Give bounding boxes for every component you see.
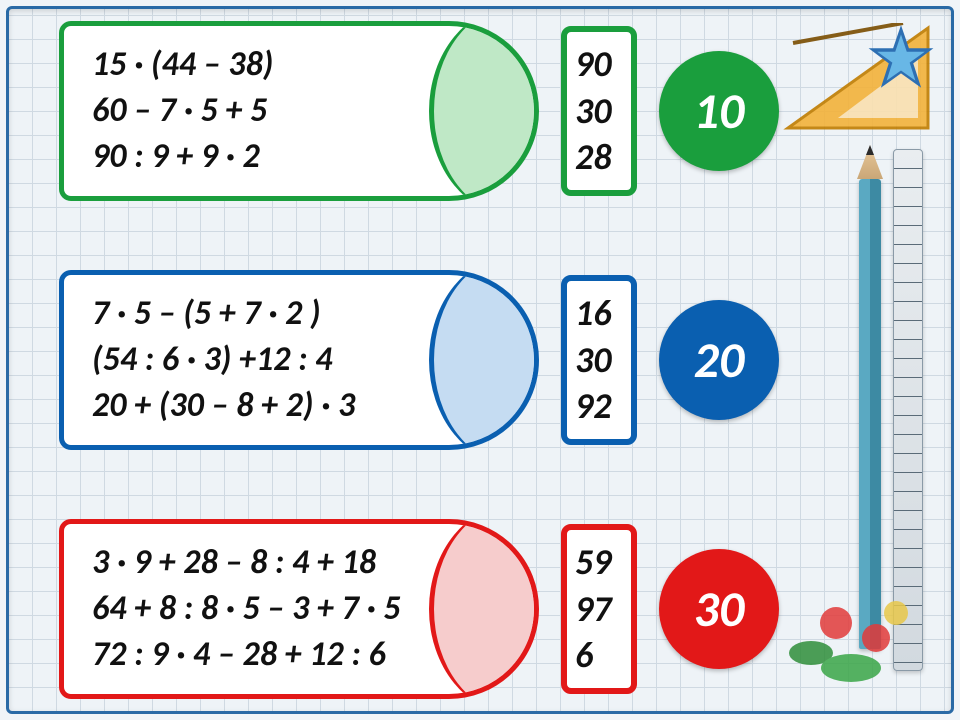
worksheet-content: 15 · (44 – 38) 60 – 7 · 5 + 5 90 : 9 + 9… (59, 21, 781, 699)
equation: 72 : 9 · 4 – 28 + 12 : 6 (92, 632, 506, 678)
equations-card: 3 · 9 + 28 – 8 : 4 + 18 64 + 8 : 8 · 5 –… (59, 519, 539, 699)
problem-row: 7 · 5 – (5 + 7 · 2 ) (54 : 6 · 3) +12 : … (59, 270, 781, 450)
answers-box: 90 30 28 (561, 26, 637, 196)
problem-row: 3 · 9 + 28 – 8 : 4 + 18 64 + 8 : 8 · 5 –… (59, 519, 781, 699)
pencil-decor (859, 179, 881, 649)
score-badge: 30 (659, 549, 779, 669)
answer: 92 (575, 383, 623, 430)
equation: 7 · 5 – (5 + 7 · 2 ) (92, 291, 506, 337)
answers-box: 16 30 92 (561, 275, 637, 445)
equation: 20 + (30 – 8 + 2) · 3 (92, 383, 506, 429)
star-icon (865, 23, 937, 95)
problem-row: 15 · (44 – 38) 60 – 7 · 5 + 5 90 : 9 + 9… (59, 21, 781, 201)
score-badge: 10 (659, 51, 779, 171)
equation: 60 – 7 · 5 + 5 (92, 88, 506, 134)
equations-card: 15 · (44 – 38) 60 – 7 · 5 + 5 90 : 9 + 9… (59, 21, 539, 201)
equation: 64 + 8 : 8 · 5 – 3 + 7 · 5 (92, 586, 506, 632)
equation: 15 · (44 – 38) (92, 42, 506, 88)
equation: (54 : 6 · 3) +12 : 4 (92, 337, 506, 383)
equation: 90 : 9 + 9 · 2 (92, 134, 506, 180)
answer: 30 (575, 337, 623, 384)
answer: 90 (575, 41, 623, 88)
answer: 28 (575, 134, 623, 181)
answer: 30 (575, 88, 623, 135)
score-badge: 20 (659, 300, 779, 420)
graph-paper-frame: 15 · (44 – 38) 60 – 7 · 5 + 5 90 : 9 + 9… (6, 6, 954, 714)
answers-box: 59 97 6 (561, 524, 637, 694)
answer: 97 (575, 586, 623, 633)
answer: 16 (575, 290, 623, 337)
answer: 59 (575, 539, 623, 586)
equation: 3 · 9 + 28 – 8 : 4 + 18 (92, 540, 506, 586)
answer: 6 (575, 632, 623, 679)
flower-decor (781, 583, 931, 693)
equations-card: 7 · 5 – (5 + 7 · 2 ) (54 : 6 · 3) +12 : … (59, 270, 539, 450)
